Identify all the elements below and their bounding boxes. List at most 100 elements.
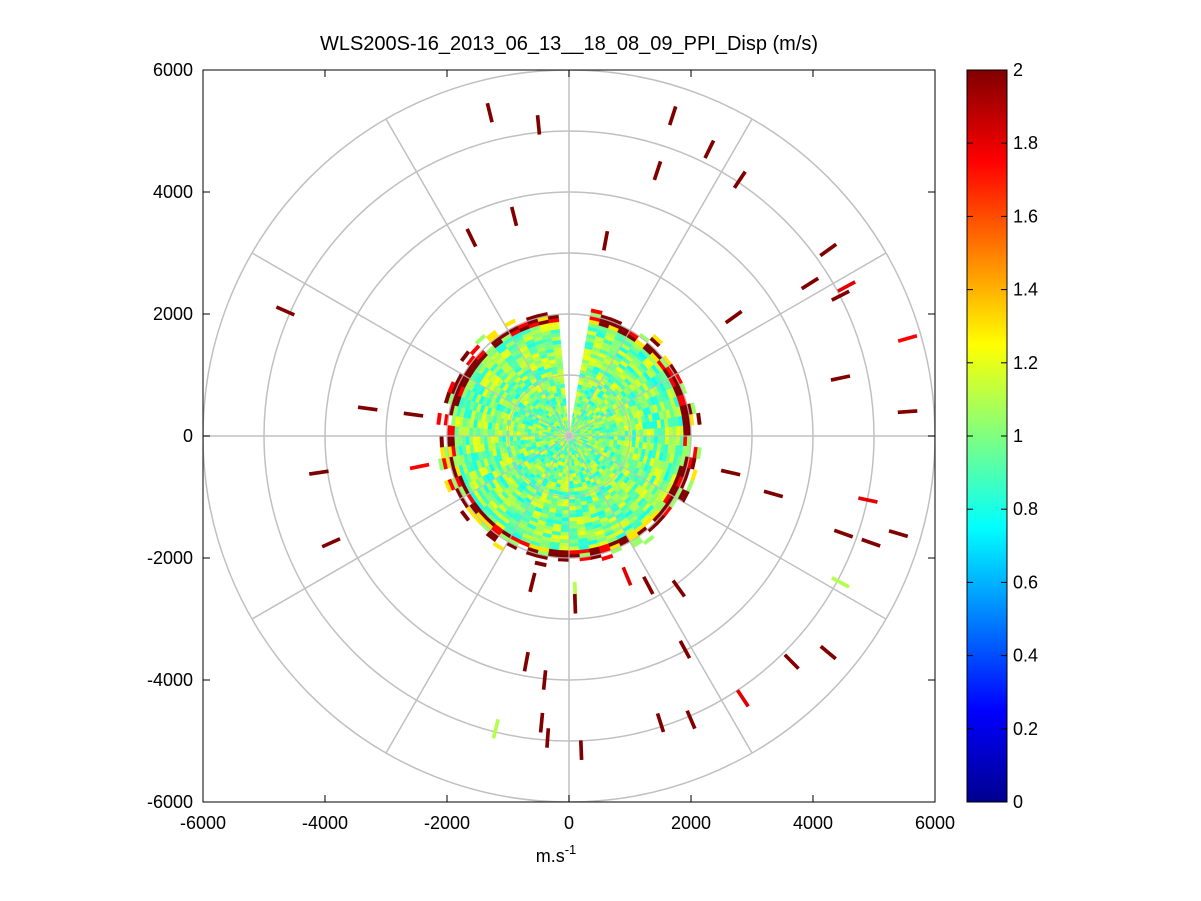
core-cell — [487, 435, 492, 444]
core-cell — [490, 435, 496, 443]
sparse-cell — [720, 468, 741, 477]
core-cell — [696, 447, 702, 460]
colorbar-tick-label: 1.4 — [1013, 280, 1038, 300]
core-cell — [465, 435, 470, 446]
grid-spoke — [568, 369, 683, 437]
core-cell — [624, 435, 629, 442]
y-tick-label: -4000 — [147, 670, 193, 690]
core-cell — [560, 528, 570, 533]
sparse-cell — [308, 469, 329, 476]
chart-title: WLS200S-16_2013_06_13__18_08_09_PPI_Disp… — [320, 33, 818, 55]
core-cell — [568, 524, 578, 529]
core-cell — [450, 425, 455, 437]
sparse-cell — [888, 529, 909, 539]
core-cell — [562, 398, 567, 403]
core-cell — [527, 439, 532, 444]
core-cell — [454, 435, 459, 447]
sparse-cell — [861, 537, 881, 548]
core-cell — [639, 429, 644, 437]
sparse-cell — [830, 289, 850, 302]
core-cell — [568, 542, 579, 548]
colorbar — [966, 69, 1008, 803]
colorbar-tick-label: 1.6 — [1013, 206, 1038, 226]
core-cell — [595, 430, 600, 434]
core-cell — [679, 435, 684, 447]
core-cell — [523, 439, 529, 445]
y-tick-label: 4000 — [153, 182, 193, 202]
core-cell — [668, 426, 673, 437]
sparse-cell — [409, 462, 430, 471]
core-cell — [560, 390, 566, 396]
x-tick-label: 4000 — [793, 813, 833, 833]
core-cell — [646, 435, 651, 444]
x-tick-label: 2000 — [671, 813, 711, 833]
sparse-cell — [541, 670, 548, 690]
core-cell — [562, 502, 570, 507]
sparse-cell — [403, 411, 424, 418]
core-cell — [437, 458, 445, 471]
core-cell — [562, 401, 567, 407]
y-axis-ticks: 6000 4000 2000 0 -2000 -4000 -6000 — [147, 60, 935, 812]
core-cell — [635, 429, 640, 437]
core-cell — [487, 428, 492, 437]
core-cell — [568, 520, 577, 526]
core-cell — [683, 425, 688, 437]
colorbar-ticks: 2 1.8 1.6 1.4 1.2 1 0.8 0.6 0.4 0.2 0 — [967, 60, 1038, 812]
core-cell — [632, 429, 637, 437]
core-cell — [568, 528, 578, 533]
core-cell — [598, 429, 604, 434]
core-cell — [561, 520, 570, 526]
core-cell — [639, 435, 644, 443]
core-cell — [479, 428, 485, 437]
colorbar-tick-label: 1 — [1013, 426, 1023, 446]
core-cell — [447, 381, 456, 394]
core-cell — [632, 435, 637, 443]
core-cell — [568, 531, 578, 537]
core-cell — [572, 480, 578, 485]
core-cell — [443, 480, 452, 493]
y-tick-label: 6000 — [153, 60, 193, 80]
core-cell — [617, 431, 622, 437]
core-cell — [613, 427, 618, 433]
sparse-cell — [509, 206, 519, 227]
core-cell — [468, 435, 474, 445]
core-cell — [538, 438, 543, 442]
sparse-cell — [485, 102, 494, 123]
core-cell — [683, 435, 688, 447]
core-cell — [531, 438, 536, 443]
core-cell — [498, 429, 503, 437]
core-cell — [558, 546, 570, 551]
core-cell — [560, 531, 570, 537]
core-cell — [668, 435, 673, 446]
x-tick-label: 6000 — [915, 813, 955, 833]
core-cell — [563, 405, 567, 410]
sparse-cell — [819, 242, 838, 258]
core-cell — [512, 435, 517, 442]
colorbar-tick-label: 0.8 — [1013, 499, 1038, 519]
sparse-cell — [535, 115, 542, 135]
colorbar-tick-label: 0.4 — [1013, 646, 1038, 666]
core-cell — [439, 435, 444, 448]
core-cell — [650, 435, 655, 444]
core-cell — [624, 430, 629, 437]
grid-spoke — [502, 322, 570, 437]
core-cell — [561, 394, 566, 399]
core-cell — [613, 431, 618, 437]
sparse-cell — [800, 276, 820, 291]
colorbar-tick-label: 0.2 — [1013, 719, 1038, 739]
core-cell — [479, 435, 485, 444]
sparse-cell — [830, 374, 851, 382]
core-cell — [483, 435, 488, 444]
core-cell — [568, 509, 576, 515]
core-cell — [559, 535, 570, 540]
x-tick-label: -6000 — [180, 813, 226, 833]
core-cell — [534, 560, 547, 568]
core-cell — [457, 426, 463, 437]
core-cell — [568, 480, 574, 485]
colorbar-tick-label: 0 — [1013, 792, 1023, 812]
sparse-cell — [572, 593, 578, 614]
core-cell — [498, 435, 503, 443]
sparse-cell — [833, 528, 854, 539]
core-cell — [472, 435, 477, 445]
core-cell — [613, 439, 618, 445]
